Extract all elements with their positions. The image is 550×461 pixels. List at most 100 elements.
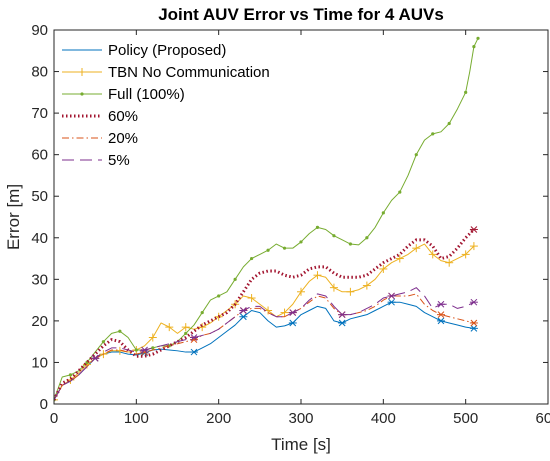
- series-marker: [299, 240, 303, 244]
- series-marker: [436, 317, 445, 325]
- series-marker: [80, 92, 84, 96]
- legend-item: Policy (Proposed): [62, 42, 226, 59]
- series-marker: [338, 311, 347, 319]
- legend-item: 20%: [62, 130, 138, 147]
- series-marker: [332, 234, 336, 238]
- x-tick-label: 100: [124, 410, 149, 427]
- series-marker: [217, 294, 221, 298]
- series-marker: [198, 323, 207, 332]
- series-marker: [181, 323, 190, 332]
- y-tick-label: 70: [31, 105, 48, 122]
- series-marker: [54, 395, 58, 404]
- series-marker: [461, 250, 470, 259]
- series-marker: [436, 311, 445, 319]
- series-marker: [151, 346, 155, 350]
- series-marker: [387, 298, 396, 306]
- series-marker: [239, 307, 248, 314]
- series-marker: [91, 354, 100, 362]
- series-marker: [68, 373, 73, 377]
- series-marker: [346, 287, 355, 296]
- series-marker: [365, 236, 369, 240]
- series-line: [54, 226, 478, 401]
- series-path: [54, 228, 475, 401]
- x-tick-label: 300: [288, 410, 313, 427]
- series-path: [54, 293, 475, 401]
- legend-item: 60%: [62, 108, 138, 125]
- series-marker: [200, 310, 204, 315]
- series-marker: [469, 226, 478, 233]
- series-marker: [280, 308, 289, 317]
- legend-label: Full (100%): [108, 86, 185, 103]
- series-marker: [134, 348, 138, 352]
- series-marker: [362, 281, 371, 290]
- y-axis-label: Error [m]: [4, 184, 23, 250]
- series-marker: [239, 313, 248, 321]
- series-marker: [381, 211, 385, 215]
- series-marker: [387, 292, 396, 300]
- series-marker: [469, 298, 478, 306]
- axes-layer: 0 100 200 300 400 500 600 0 10 20 30 40 50 60 70 80 90: [31, 22, 550, 427]
- series-marker: [412, 244, 421, 253]
- series-marker: [148, 333, 157, 342]
- series-marker: [233, 277, 237, 281]
- series-marker: [189, 334, 198, 341]
- series-marker: [184, 331, 188, 335]
- series-marker: [165, 323, 174, 332]
- series-path: [54, 38, 479, 401]
- series-marker: [297, 287, 305, 296]
- series-marker: [472, 45, 476, 49]
- series-marker: [464, 90, 468, 94]
- x-axis-label: Time [s]: [271, 435, 331, 454]
- series-marker: [428, 250, 437, 259]
- legend: Policy (Proposed) TBN No Communication Ful…: [62, 42, 270, 169]
- y-tick-label: 80: [31, 64, 48, 81]
- series-layer: [54, 36, 480, 404]
- series-marker: [348, 242, 352, 246]
- legend-label: 20%: [108, 130, 138, 147]
- y-tick-label: 50: [31, 188, 48, 205]
- series-marker: [118, 329, 122, 333]
- series-marker: [315, 225, 320, 229]
- series-line: [54, 36, 480, 402]
- series-marker: [395, 254, 404, 263]
- y-tick-label: 60: [31, 147, 48, 164]
- series-marker: [78, 68, 86, 76]
- series-marker: [247, 294, 256, 303]
- series-marker: [398, 190, 402, 194]
- legend-label: Policy (Proposed): [108, 42, 226, 59]
- y-tick-label: 10: [31, 354, 48, 371]
- series-marker: [329, 283, 338, 292]
- legend-item: TBN No Communication: [62, 64, 270, 81]
- series-marker: [313, 271, 322, 280]
- x-tick-label: 600: [535, 410, 550, 427]
- y-tick-label: 20: [31, 313, 48, 330]
- x-tick-label: 200: [206, 410, 231, 427]
- series-marker: [266, 248, 270, 252]
- series-marker: [282, 246, 287, 250]
- series-marker: [189, 348, 198, 356]
- x-tick-label: 400: [371, 410, 396, 427]
- series-line: [54, 287, 478, 401]
- series-marker: [379, 264, 388, 273]
- chart-title: Joint AUV Error vs Time for 4 AUVs: [158, 5, 444, 24]
- x-tick-label: 0: [50, 410, 58, 427]
- series-marker: [288, 309, 297, 316]
- y-tick-label: 90: [31, 22, 48, 39]
- y-tick-label: 0: [40, 396, 48, 413]
- series-marker: [469, 242, 478, 251]
- x-tick-label: 500: [453, 410, 478, 427]
- series-marker: [101, 340, 105, 344]
- series-path: [54, 301, 474, 401]
- series-path: [54, 287, 475, 401]
- y-tick-label: 40: [31, 230, 48, 247]
- legend-label: 5%: [108, 152, 130, 169]
- series-marker: [469, 325, 478, 332]
- series-marker: [445, 258, 454, 267]
- series-marker: [476, 36, 480, 40]
- series-marker: [447, 121, 451, 126]
- legend-label: 60%: [108, 108, 138, 125]
- series-marker: [431, 132, 435, 136]
- y-tick-label: 30: [31, 271, 48, 288]
- series-marker: [436, 300, 445, 308]
